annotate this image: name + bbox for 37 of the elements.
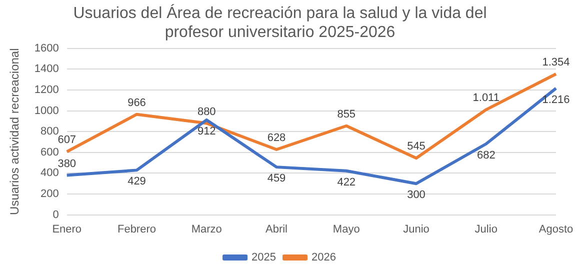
chart-title: Usuarios del Área de recreación para la salud y la vida del profesor universitario 2025-2026 bbox=[73, 4, 487, 42]
y-tick-label: 1000 bbox=[34, 104, 59, 117]
data-label: 1.011 bbox=[472, 92, 500, 104]
data-label: 912 bbox=[197, 125, 216, 138]
x-tick-label: Julio bbox=[474, 223, 498, 236]
x-tick-label: Agosto bbox=[538, 223, 574, 236]
data-label: 422 bbox=[337, 176, 356, 188]
data-label: 682 bbox=[476, 149, 496, 162]
y-tick-label: 600 bbox=[40, 146, 59, 158]
y-tick-label: 400 bbox=[40, 167, 59, 180]
data-label: 380 bbox=[58, 158, 76, 170]
x-tick-label: Abril bbox=[265, 223, 288, 236]
legend-label: 2025 bbox=[252, 252, 276, 264]
data-label: 429 bbox=[128, 176, 146, 188]
y-tick-label: 1400 bbox=[34, 63, 59, 76]
data-label: 1.354 bbox=[542, 56, 570, 69]
y-tick-label: 1200 bbox=[34, 84, 59, 96]
y-tick-label: 1600 bbox=[34, 42, 59, 54]
x-tick-label: Junio bbox=[403, 223, 430, 236]
x-tick-label: Febrero bbox=[117, 223, 156, 236]
data-label: 880 bbox=[197, 106, 216, 118]
data-label: 966 bbox=[128, 96, 146, 109]
data-label: 300 bbox=[407, 189, 426, 202]
data-label: 1.216 bbox=[542, 94, 570, 106]
legend-label: 2026 bbox=[312, 252, 336, 264]
data-label: 855 bbox=[337, 108, 356, 120]
x-tick-label: Enero bbox=[52, 223, 82, 236]
x-tick-label: Mayo bbox=[332, 223, 360, 236]
data-label: 545 bbox=[407, 140, 426, 153]
data-label: 459 bbox=[267, 172, 286, 185]
x-tick-label: Marzo bbox=[191, 223, 222, 236]
y-axis-title: Usuarios actividad recreacional bbox=[8, 48, 22, 215]
y-tick-label: 200 bbox=[40, 188, 59, 200]
y-tick-label: 0 bbox=[52, 208, 59, 221]
y-tick-label: 800 bbox=[40, 126, 59, 138]
data-label: 607 bbox=[58, 134, 76, 146]
data-label: 628 bbox=[267, 132, 286, 144]
